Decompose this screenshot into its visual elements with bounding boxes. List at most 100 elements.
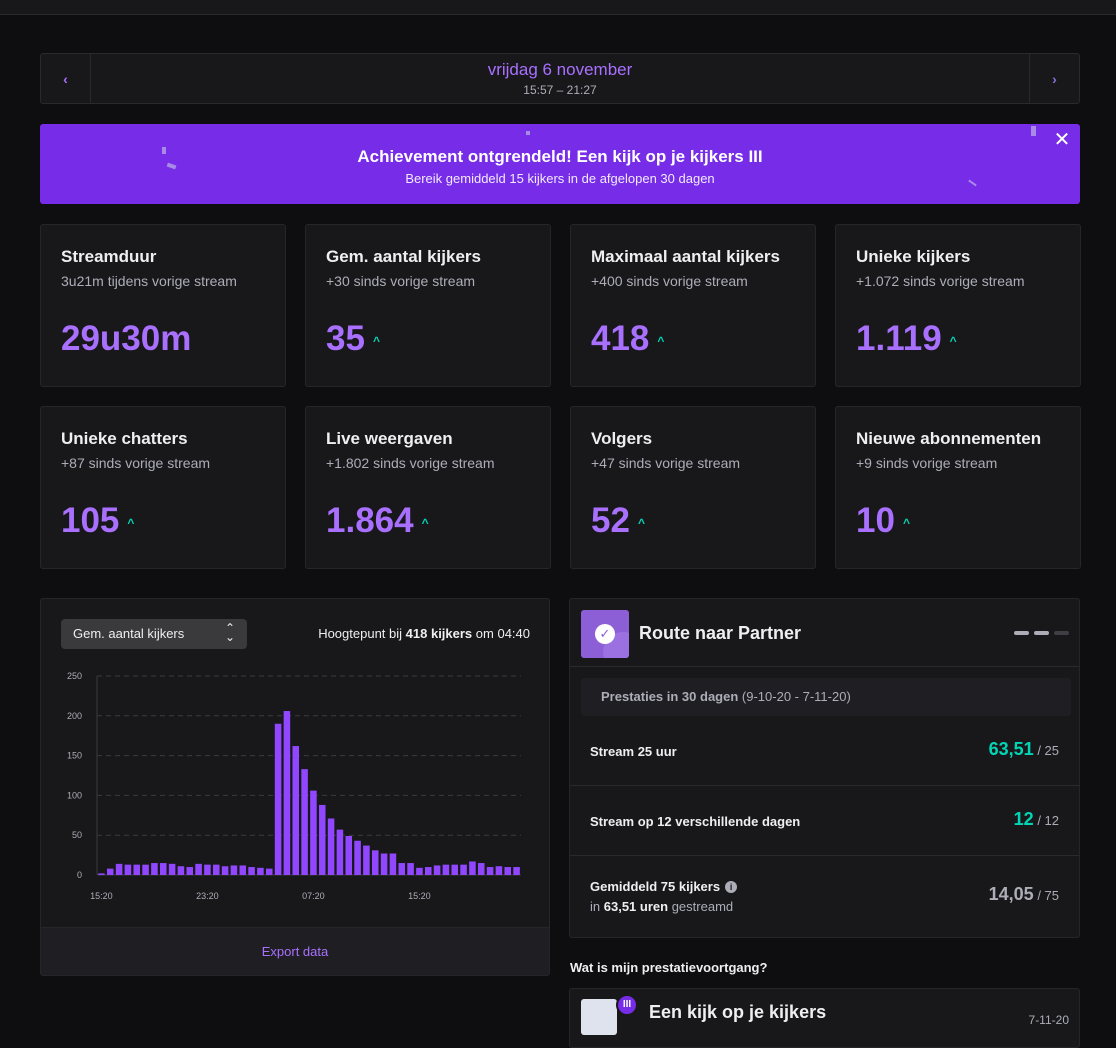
chart-bar — [477, 863, 485, 875]
chart-bar — [345, 835, 353, 875]
viewer-chart-panel: Gem. aantal kijkers ⌃ ⌄ Hoogtepunt bij 41… — [40, 598, 550, 976]
chart-bar — [424, 867, 432, 875]
chart-bar — [354, 840, 361, 875]
requirement-label: Stream 25 uur — [590, 744, 677, 759]
achievement-title: Een kijk op je kijkers — [649, 1002, 827, 1022]
requirement-label: Gemiddeld 75 kijkers — [590, 879, 721, 894]
chart-bar — [301, 769, 308, 875]
stat-value: 10 — [856, 501, 895, 540]
trend-up-icon: ^ — [127, 516, 135, 530]
stream-date: vrijdag 6 november 15:57 – 21:27 — [91, 54, 1029, 103]
previous-stream-button[interactable]: ‹ — [41, 54, 91, 103]
peak-suffix: om 04:40 — [475, 626, 530, 641]
peak-summary: Hoogtepunt bij 418 kijkers om 04:40 — [318, 626, 530, 641]
period-range: (9-10-20 - 7-11-20) — [741, 689, 851, 704]
trend-up-icon: ^ — [421, 516, 429, 530]
y-tick-label: 200 — [67, 711, 82, 721]
chart-bar — [204, 864, 211, 875]
stat-title: Streamduur — [61, 247, 157, 266]
x-tick-label: 23:20 — [196, 891, 219, 901]
chart-bar — [133, 864, 141, 875]
chart-bar — [407, 863, 414, 875]
export-data-button[interactable]: Export data — [41, 927, 549, 975]
stat-card-stream-duration: Streamduur 3u21m tijdens vorige stream 2… — [40, 224, 286, 387]
chevron-right-icon: › — [1052, 70, 1057, 87]
chart-bar — [151, 863, 158, 875]
chart-bar — [212, 864, 220, 875]
trend-up-icon: ^ — [372, 334, 380, 348]
chart-bar — [469, 861, 476, 875]
stat-subtitle: +30 sinds vorige stream — [326, 273, 476, 289]
trend-up-icon: ^ — [949, 334, 957, 348]
confetti-piece — [526, 131, 530, 135]
chart-bar — [495, 866, 503, 875]
banner-title: Achievement ontgrendeld! Een kijk op je … — [357, 147, 763, 166]
chart-bar — [460, 864, 467, 875]
close-icon[interactable]: ✕ — [1053, 129, 1071, 151]
chart-bar — [389, 853, 397, 875]
chart-bar — [177, 866, 185, 875]
carousel-dot[interactable] — [1014, 631, 1029, 635]
y-tick-label: 250 — [67, 671, 82, 681]
chart-bar — [442, 864, 450, 875]
chart-bar — [371, 850, 379, 875]
confetti-piece — [162, 147, 166, 154]
chart-bar — [230, 865, 238, 875]
carousel-indicator[interactable] — [1014, 631, 1069, 635]
chart-bar — [98, 873, 105, 875]
metric-select[interactable]: Gem. aantal kijkers ⌃ ⌄ — [61, 619, 247, 649]
chart-bar — [363, 845, 370, 875]
stream-time-range: 15:57 – 21:27 — [523, 83, 597, 97]
carousel-dot[interactable] — [1054, 631, 1069, 635]
chart-bar — [159, 863, 167, 875]
requirement-label: Stream op 12 verschillende dagen — [590, 814, 801, 829]
y-tick-label: 100 — [67, 790, 82, 800]
trend-up-icon: ^ — [657, 334, 665, 348]
chevron-left-icon: ‹ — [63, 70, 68, 87]
chart-bar — [486, 867, 494, 875]
date-navigator: ‹ vrijdag 6 november 15:57 – 21:27 › — [40, 53, 1080, 104]
stat-title: Gem. aantal kijkers — [326, 247, 481, 266]
achievement-card[interactable]: III Een kijk op je kijkers 7-11-20 — [569, 988, 1080, 1048]
chart-bar — [327, 818, 335, 875]
stat-title: Unieke kijkers — [856, 247, 971, 266]
confetti-piece — [1031, 126, 1036, 136]
chart-bar — [283, 711, 291, 875]
chart-bar — [115, 863, 123, 875]
requirement-value: 14,05 — [988, 884, 1034, 904]
stat-title: Nieuwe abonnementen — [856, 429, 1042, 448]
stat-value: 418 — [591, 319, 650, 358]
stat-subtitle: +400 sinds vorige stream — [591, 273, 748, 289]
carousel-dot[interactable] — [1034, 631, 1049, 635]
chart-bar — [416, 867, 423, 875]
chart-bar — [221, 866, 229, 875]
stat-subtitle: +47 sinds vorige stream — [591, 455, 741, 471]
chart-bar — [433, 865, 441, 875]
chart-bar — [257, 867, 264, 875]
stat-card-live-views: Live weergaven +1.802 sinds vorige strea… — [305, 406, 551, 569]
stat-card-new-subscriptions: Nieuwe abonnementen +9 sinds vorige stre… — [835, 406, 1081, 569]
chart-bar — [310, 790, 317, 875]
peak-value: 418 kijkers — [405, 626, 473, 641]
requirement-value: 63,51 — [988, 739, 1034, 759]
info-icon[interactable]: i — [725, 881, 738, 893]
stat-card-max-viewers: Maximaal aantal kijkers +400 sinds vorig… — [570, 224, 816, 387]
stat-card-followers: Volgers +47 sinds vorige stream 52 ^ — [570, 406, 816, 569]
y-tick-label: 150 — [67, 751, 82, 761]
stat-title: Volgers — [591, 429, 653, 448]
next-stream-button[interactable]: › — [1029, 54, 1079, 103]
achievement-date: 7-11-20 — [1028, 1013, 1069, 1027]
stat-subtitle: +1.072 sinds vorige stream — [856, 273, 1025, 289]
progress-heading: Wat is mijn prestatievoortgang? — [570, 960, 768, 975]
stat-subtitle: +87 sinds vorige stream — [61, 455, 211, 471]
period-label: Prestaties in 30 dagen — [601, 689, 739, 704]
requirement-target: / 12 — [1037, 813, 1059, 828]
achievement-icon — [581, 999, 617, 1035]
checkmark-icon: ✓ — [595, 624, 615, 644]
peak-prefix: Hoogtepunt bij — [318, 626, 403, 641]
requirement-value: 12 — [1013, 809, 1034, 829]
achievement-banner: Achievement ontgrendeld! Een kijk op je … — [40, 124, 1080, 204]
viewer-bar-chart: 0 50 100 150 200 250 15:20 23:20 07:20 15:20 — [67, 671, 521, 901]
stat-value: 1.864 — [326, 501, 414, 540]
chart-bar — [265, 868, 273, 875]
